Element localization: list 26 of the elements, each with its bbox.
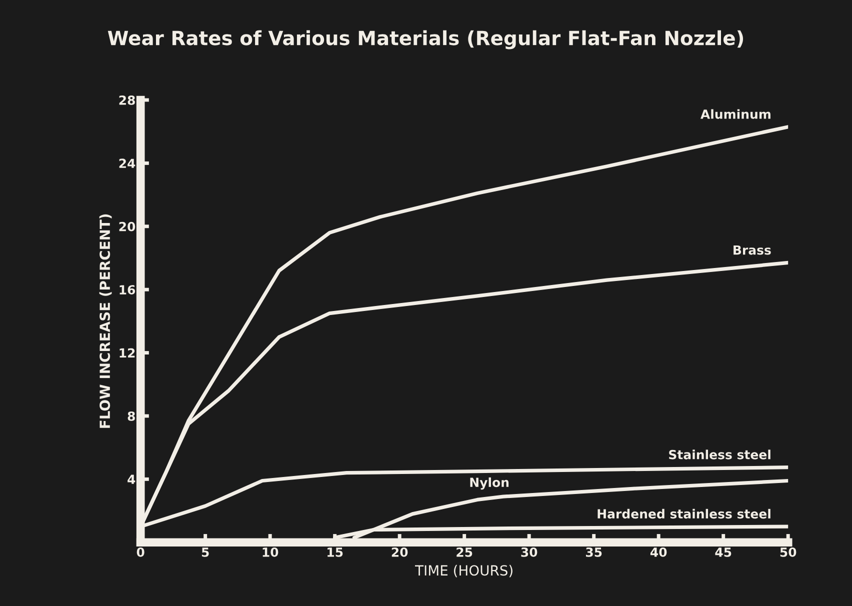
x-tick-label: 25 bbox=[456, 547, 472, 557]
x-tick-label: 30 bbox=[521, 547, 538, 557]
series-label: Hardened stainless steel bbox=[598, 508, 770, 519]
x-tick-label: 40 bbox=[650, 547, 667, 557]
x-tick-label: 35 bbox=[586, 547, 602, 557]
x-tick-label: 0 bbox=[136, 547, 144, 557]
series-label: Stainless steel bbox=[669, 450, 770, 460]
y-tick-label: 20 bbox=[119, 222, 136, 232]
y-axis-title: FLOW INCREASE (PERCENT) bbox=[99, 214, 112, 428]
x-tick-label: 20 bbox=[392, 547, 408, 557]
x-tick-label: 50 bbox=[780, 547, 796, 557]
chart-title: Wear Rates of Various Materials (Regular Flat-Fan Nozzle) bbox=[108, 30, 744, 50]
series-label: Aluminum bbox=[700, 109, 770, 119]
series-label: Brass bbox=[734, 245, 771, 255]
y-tick-label: 12 bbox=[120, 348, 135, 358]
x-tick-label: 5 bbox=[202, 548, 209, 557]
y-tick-label: 28 bbox=[119, 95, 135, 105]
y-tick-label: 16 bbox=[120, 285, 136, 295]
x-tick-label: 45 bbox=[715, 548, 732, 557]
y-tick-label: 24 bbox=[119, 158, 136, 168]
y-tick-label: 8 bbox=[128, 411, 135, 421]
x-tick-label: 15 bbox=[328, 548, 343, 557]
x-tick-label: 10 bbox=[262, 547, 278, 557]
y-tick-label: 4 bbox=[128, 474, 136, 484]
x-axis-title: TIME (HOURS) bbox=[415, 564, 512, 578]
series-label: Nylon bbox=[470, 477, 509, 490]
